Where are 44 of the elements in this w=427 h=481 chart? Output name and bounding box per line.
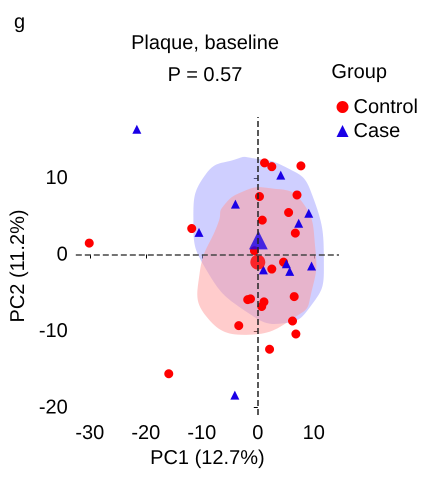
point <box>258 265 268 274</box>
point <box>307 262 316 270</box>
point <box>282 259 291 268</box>
legend-title: Group <box>331 61 388 83</box>
point <box>290 228 300 238</box>
point <box>257 302 266 311</box>
point <box>234 321 244 330</box>
chart-subtitle: P = 0.57 <box>168 64 242 86</box>
chart-title: Plaque, baseline <box>131 32 279 54</box>
point <box>291 330 300 339</box>
x-tick-label: -10 <box>187 422 216 444</box>
point <box>292 190 302 200</box>
x-tick-label: -20 <box>131 422 160 444</box>
x-axis-title: PC1 (12.7%) <box>150 446 265 469</box>
y-tick-label: -10 <box>38 320 68 342</box>
text: g <box>14 11 26 33</box>
point <box>258 216 267 225</box>
point <box>276 170 286 180</box>
point <box>187 224 196 234</box>
point <box>288 316 298 326</box>
point <box>260 158 270 168</box>
y-axis-title: PC2 (11.2%) <box>7 209 29 323</box>
point <box>284 208 294 218</box>
point <box>194 228 204 237</box>
point <box>164 369 174 378</box>
point <box>267 264 276 274</box>
point <box>267 162 276 172</box>
legend-label: Control <box>354 96 418 118</box>
point <box>132 124 142 134</box>
legend-label: Case <box>354 120 400 142</box>
y-tick-label: 0 <box>56 244 68 266</box>
y-tick-label: -20 <box>38 396 68 418</box>
point <box>230 390 240 400</box>
point <box>230 200 240 209</box>
point <box>294 218 304 228</box>
point <box>265 344 274 354</box>
x-tick-label: 0 <box>252 422 264 444</box>
point <box>296 161 306 170</box>
y-tick-label: 10 <box>46 167 68 190</box>
point <box>84 238 94 248</box>
x-tick-label: -30 <box>75 422 104 444</box>
point <box>304 208 314 218</box>
point <box>290 292 299 302</box>
x-tick-label: 10 <box>302 422 325 444</box>
